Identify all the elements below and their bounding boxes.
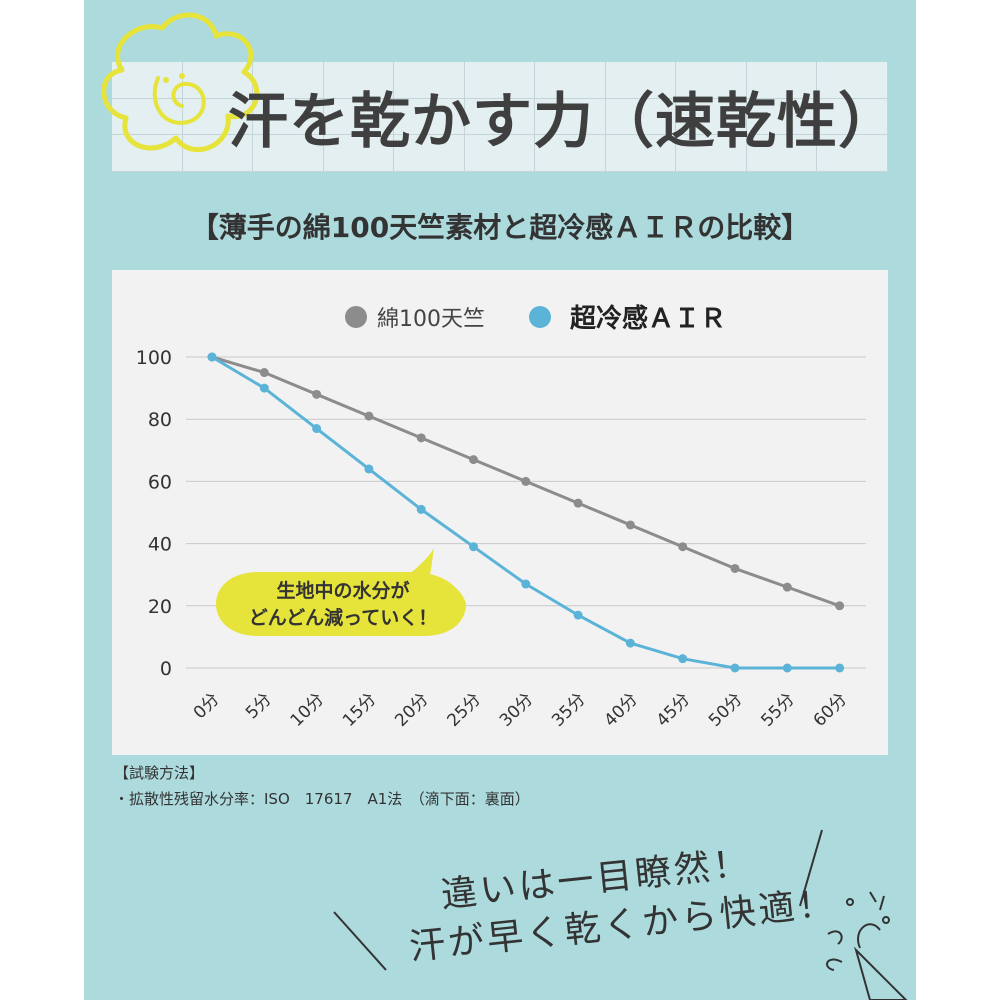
data-point-0 bbox=[259, 368, 269, 378]
x-tick-label: 5分 bbox=[242, 689, 276, 723]
party-popper-icon bbox=[826, 891, 908, 1000]
title-band-cell bbox=[535, 135, 606, 172]
title-band-cell bbox=[817, 135, 888, 172]
data-point-0 bbox=[364, 411, 374, 421]
title-band-cell bbox=[253, 62, 324, 99]
title-band-cell bbox=[112, 135, 183, 172]
data-point-1 bbox=[625, 638, 635, 648]
title-band-cell bbox=[535, 62, 606, 99]
title-band-cell bbox=[323, 62, 395, 99]
title-band-cell bbox=[253, 98, 324, 136]
y-tick-label: 0 bbox=[160, 658, 172, 680]
title-band-cell bbox=[464, 98, 536, 136]
data-point-1 bbox=[469, 542, 478, 552]
data-point-1 bbox=[835, 663, 845, 673]
data-point-1 bbox=[730, 663, 740, 673]
data-point-0 bbox=[625, 520, 635, 530]
x-tick-label: 25分 bbox=[444, 689, 485, 730]
data-point-1 bbox=[312, 424, 322, 434]
x-tick-label: 55分 bbox=[757, 689, 798, 730]
hand-stroke-right bbox=[799, 829, 823, 907]
data-point-1 bbox=[521, 579, 531, 589]
x-tick-label: 60分 bbox=[810, 689, 851, 730]
title-band-cell bbox=[676, 62, 747, 99]
x-tick-label: 10分 bbox=[287, 689, 328, 730]
x-tick-label: 20分 bbox=[391, 689, 432, 730]
title-band-cell bbox=[112, 98, 183, 136]
method-heading: 【試験方法】 bbox=[114, 764, 205, 782]
data-point-0 bbox=[312, 389, 322, 399]
title-band-cell bbox=[676, 98, 747, 136]
annotation-line-2: どんどん減っていく！ bbox=[249, 606, 437, 629]
method-detail: ・拡散性残留水分率：ISO 17617 A1法 （滴下面：裏面） bbox=[114, 790, 530, 808]
title-band-cell bbox=[676, 135, 747, 172]
y-tick-label: 80 bbox=[148, 409, 172, 431]
data-point-0 bbox=[678, 542, 688, 552]
title-band-cell bbox=[323, 135, 395, 172]
title-band-cell bbox=[394, 98, 465, 136]
legend-marker-cotton bbox=[345, 306, 367, 328]
title-band-cell bbox=[535, 98, 606, 136]
data-point-0 bbox=[573, 498, 583, 508]
x-tick-label: 50分 bbox=[705, 689, 746, 730]
data-point-1 bbox=[416, 504, 426, 514]
y-axis: 0 20 40 60 80 100 bbox=[136, 347, 172, 680]
x-tick-label: 15分 bbox=[339, 689, 380, 730]
data-point-1 bbox=[207, 352, 217, 362]
legend: 綿100天竺 超冷感ＡＩＲ bbox=[345, 303, 726, 334]
data-point-0 bbox=[521, 476, 531, 486]
data-point-1 bbox=[782, 663, 792, 673]
y-tick-label: 20 bbox=[148, 596, 172, 618]
data-point-1 bbox=[364, 464, 374, 474]
data-point-1 bbox=[573, 610, 583, 620]
data-point-1 bbox=[259, 383, 269, 393]
x-tick-label: 35分 bbox=[548, 689, 589, 730]
chart-panel bbox=[112, 270, 888, 755]
title-band-cell bbox=[182, 98, 254, 136]
series-layer bbox=[207, 352, 845, 673]
data-point-0 bbox=[730, 563, 740, 573]
legend-label-cotton: 綿100天竺 bbox=[377, 307, 485, 332]
title-band-cell bbox=[253, 135, 324, 172]
chart-title: 【薄手の綿100天竺素材と超冷感ＡＩＲの比較】 bbox=[190, 211, 810, 244]
data-point-0 bbox=[416, 433, 426, 443]
title-band-cell bbox=[394, 62, 465, 99]
title-band-cell bbox=[817, 62, 888, 99]
title-band-cell bbox=[464, 62, 536, 99]
y-tick-label: 100 bbox=[136, 347, 172, 369]
annotation-bubble: 生地中の水分が どんどん減っていく！ bbox=[216, 548, 466, 636]
legend-marker-air bbox=[529, 306, 551, 328]
y-tick-label: 40 bbox=[148, 534, 172, 556]
annotation-line-1: 生地中の水分が bbox=[276, 579, 409, 602]
title-band-cell bbox=[182, 135, 254, 172]
title-band-cell bbox=[394, 135, 465, 172]
x-axis: 0分 5分 10分 15分 20分 25分 30分 35分 40分 45分 50分 55分 60分 bbox=[190, 689, 851, 730]
title-band-cell bbox=[464, 135, 536, 172]
title-band-cell bbox=[817, 98, 888, 136]
title-band-cell bbox=[746, 98, 818, 136]
page-title: 汗を乾かす力（速乾性） bbox=[228, 87, 899, 157]
x-tick-label: 30分 bbox=[496, 689, 537, 730]
data-point-0 bbox=[782, 582, 792, 592]
title-band-cell bbox=[605, 98, 677, 136]
y-tick-label: 60 bbox=[148, 471, 172, 493]
title-band-cell bbox=[746, 62, 818, 99]
data-point-1 bbox=[678, 654, 688, 664]
title-band-cell bbox=[112, 62, 183, 99]
title-band bbox=[112, 62, 888, 172]
x-tick-label: 0分 bbox=[190, 689, 224, 723]
x-tick-label: 40分 bbox=[600, 689, 641, 730]
hand-stroke-left bbox=[333, 911, 387, 971]
data-point-0 bbox=[469, 455, 478, 465]
legend-label-air: 超冷感ＡＩＲ bbox=[570, 303, 726, 334]
title-band-cell bbox=[323, 98, 395, 136]
title-band-cell bbox=[746, 135, 818, 172]
data-point-0 bbox=[835, 601, 845, 611]
flower-doodle-icon bbox=[101, 12, 260, 153]
title-band-cell bbox=[605, 135, 677, 172]
title-band-cell bbox=[605, 62, 677, 99]
x-tick-label: 45分 bbox=[653, 689, 694, 730]
